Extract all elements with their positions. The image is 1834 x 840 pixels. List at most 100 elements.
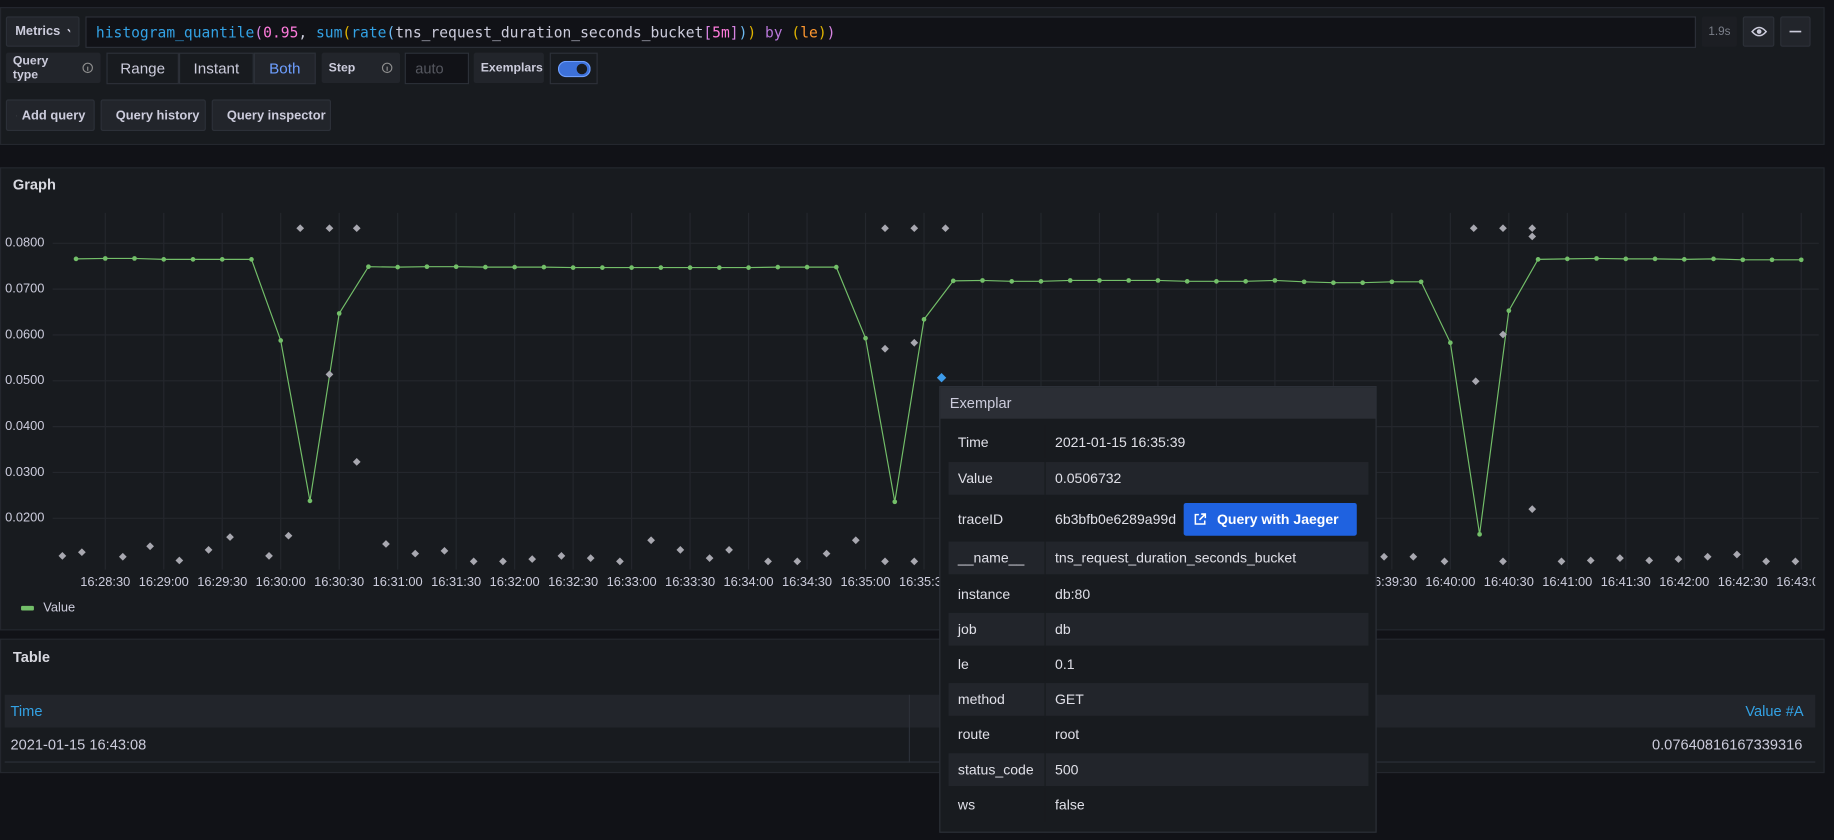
data-point bbox=[1184, 279, 1190, 284]
add-query-text: Add query bbox=[21, 108, 86, 123]
data-point bbox=[512, 264, 517, 270]
column-header[interactable]: Time bbox=[10, 702, 43, 720]
exemplars-switch[interactable] bbox=[549, 52, 598, 85]
expr-token: le bbox=[800, 23, 818, 41]
exemplar-marker bbox=[411, 549, 420, 558]
expr-token: ( bbox=[791, 23, 801, 41]
tooltip-key: traceID bbox=[949, 499, 1046, 540]
data-point bbox=[658, 265, 664, 270]
data-point bbox=[541, 264, 547, 270]
tooltip-value: false bbox=[1055, 796, 1085, 813]
step-input[interactable]: auto bbox=[404, 52, 470, 85]
exemplar-marker bbox=[705, 554, 714, 563]
exemplar-marker bbox=[325, 224, 334, 233]
tooltip-title: Exemplar bbox=[940, 387, 1376, 419]
info-icon bbox=[381, 62, 393, 74]
exemplar-marker bbox=[1469, 224, 1478, 233]
data-point bbox=[483, 264, 488, 270]
exemplar-marker bbox=[1528, 224, 1537, 233]
exemplar-marker bbox=[764, 557, 772, 566]
tooltip-key: route bbox=[949, 718, 1046, 751]
exemplar-marker bbox=[1528, 505, 1537, 513]
query-input[interactable]: histogram_quantile(0.95, sum(rate(tns_re… bbox=[85, 16, 1696, 48]
exemplar-marker bbox=[1733, 550, 1741, 559]
exemplar-marker bbox=[647, 536, 655, 545]
collapse-button[interactable] bbox=[1780, 16, 1811, 47]
graph-panel bbox=[0, 167, 1825, 631]
expr-token: [ bbox=[703, 23, 713, 41]
data-point bbox=[1711, 256, 1716, 262]
x-tick-label: 16:33:00 bbox=[607, 574, 657, 589]
column-divider bbox=[908, 694, 910, 763]
exemplar-marker bbox=[325, 370, 334, 379]
x-tick-label: 16:33:30 bbox=[665, 574, 715, 589]
exemplar-marker bbox=[1409, 552, 1418, 561]
data-point bbox=[1535, 257, 1541, 262]
graph-title: Graph bbox=[12, 176, 56, 193]
x-tick-label: 16:31:30 bbox=[431, 574, 481, 589]
data-point bbox=[1097, 278, 1102, 283]
query-history-button[interactable]: Query history bbox=[100, 99, 206, 131]
query-jaeger-button[interactable]: Query with Jaeger bbox=[1184, 502, 1357, 536]
toggle-visibility-button[interactable] bbox=[1742, 16, 1775, 47]
tooltip-row: status_code 500 bbox=[948, 753, 1369, 786]
query-type-text: Query type bbox=[12, 53, 49, 82]
exemplar-marker bbox=[910, 338, 919, 347]
data-point bbox=[833, 264, 839, 270]
tooltip-value: 0.1 bbox=[1055, 656, 1075, 673]
data-point bbox=[600, 265, 605, 270]
query-jaeger-text: Query with Jaeger bbox=[1216, 511, 1339, 528]
exemplar-marker bbox=[352, 458, 361, 466]
query-type-option[interactable]: Instant bbox=[178, 52, 254, 85]
query-type-option[interactable]: Range bbox=[106, 52, 179, 85]
exemplar-marker bbox=[352, 224, 361, 233]
data-point bbox=[1418, 279, 1424, 285]
data-point bbox=[307, 498, 313, 504]
y-tick-label: 0.0300 bbox=[5, 464, 44, 479]
query-inspector-button[interactable]: Query inspector bbox=[211, 99, 332, 131]
data-point bbox=[1243, 279, 1249, 284]
plot-area bbox=[58, 224, 1804, 566]
query-type-option-selected[interactable]: Both bbox=[253, 52, 316, 85]
column-header[interactable]: Value #A bbox=[1745, 702, 1804, 720]
mode-select[interactable]: Metrics bbox=[5, 16, 80, 47]
expr-token: ( bbox=[254, 23, 264, 41]
exemplar-marker bbox=[1471, 377, 1480, 386]
data-point bbox=[892, 499, 898, 505]
exemplar-marker bbox=[265, 552, 273, 560]
info-icon bbox=[82, 62, 94, 74]
exemplar-marker bbox=[725, 546, 733, 554]
data-point bbox=[102, 256, 108, 261]
tooltip-value: root bbox=[1055, 726, 1080, 743]
tooltip-value: 6b3bfb0e6289a99d bbox=[1055, 511, 1177, 528]
tooltip-row: le 0.1 bbox=[949, 647, 1369, 681]
x-tick-label: 16:43:00 bbox=[1776, 574, 1826, 589]
exemplar-marker bbox=[382, 540, 390, 548]
exemplar-marker bbox=[296, 224, 305, 233]
selected-exemplar-marker bbox=[936, 373, 947, 383]
exemplar-marker bbox=[204, 546, 213, 554]
add-query-button[interactable]: Add query bbox=[5, 99, 95, 131]
exemplar-marker bbox=[910, 224, 919, 233]
x-tick-label: 16:29:30 bbox=[197, 574, 247, 589]
query-duration: 1.9s bbox=[1701, 16, 1737, 47]
tooltip-key: Time bbox=[949, 425, 1046, 459]
expr-token: 0.95 bbox=[263, 23, 299, 41]
x-tick-label: 16:32:00 bbox=[490, 574, 540, 589]
table-cell: 2021-01-15 16:43:08 bbox=[10, 736, 147, 754]
exemplar-marker bbox=[1380, 552, 1388, 561]
chevron-icon bbox=[66, 28, 71, 34]
expr-token: ) bbox=[817, 23, 827, 41]
x-tick-label: 16:40:30 bbox=[1484, 574, 1534, 589]
query-type-label: Query type bbox=[5, 52, 101, 84]
tooltip-row: __name__ tns_request_duration_seconds_buc… bbox=[948, 541, 1369, 575]
data-point bbox=[1769, 257, 1775, 263]
minus-icon bbox=[1789, 30, 1802, 33]
data-point bbox=[1681, 257, 1687, 262]
x-tick-label: 16:32:30 bbox=[548, 574, 598, 589]
exemplar-marker bbox=[1499, 224, 1507, 233]
data-point bbox=[1448, 340, 1453, 346]
tooltip-key: status_code bbox=[949, 753, 1046, 786]
